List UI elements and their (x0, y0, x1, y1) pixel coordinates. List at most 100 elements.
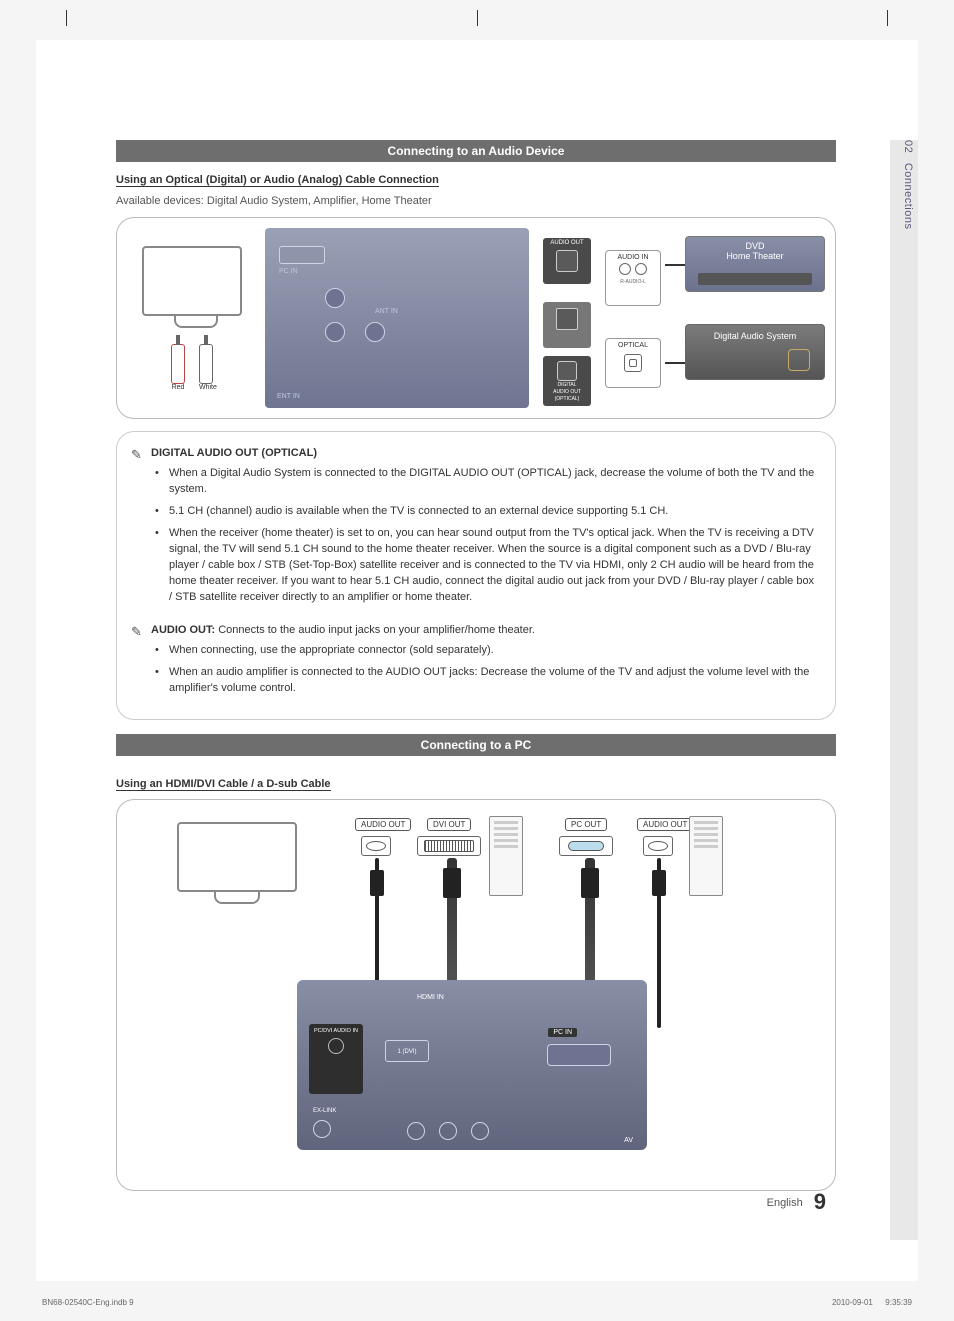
section-header-audio: Connecting to an Audio Device (116, 140, 836, 162)
subheading-audio: Using an Optical (Digital) or Audio (Ana… (116, 174, 439, 187)
jack-icon (619, 263, 631, 275)
dvi-port-icon (417, 836, 481, 856)
vga-port-icon (279, 246, 325, 264)
note-title-optical: DIGITAL AUDIO OUT (OPTICAL) (151, 447, 317, 459)
label-hdmi-in: HDMI IN (417, 994, 444, 1001)
dvd-home-theater: DVD Home Theater (685, 236, 825, 292)
digital-audio-out-card: DIGITAL AUDIO OUT (OPTICAL) (543, 356, 591, 406)
label-exlink: EX-LINK (313, 1108, 336, 1114)
label-digital: DIGITAL (543, 383, 591, 388)
label-das: Digital Audio System (686, 331, 824, 341)
rca-row (407, 1122, 489, 1140)
bullet: When an audio amplifier is connected to … (169, 665, 815, 697)
label-ant-in: ANT IN (375, 308, 398, 315)
io-jacks-column: AUDIO OUT DIGITAL AUDIO OUT (OPTICAL) (537, 228, 597, 408)
audio-jack-icon (361, 836, 391, 856)
tray-icon (698, 273, 812, 285)
rca-plug-white (199, 344, 213, 384)
bullet: When a Digital Audio System is connected… (169, 466, 815, 498)
label-audio-out: AUDIO OUT (637, 818, 693, 831)
optical-port-icon (624, 354, 642, 372)
audio-out-card: AUDIO OUT (543, 238, 591, 284)
pass-card (543, 302, 591, 348)
print-timestamp: 2010-09-01 9:35:39 (832, 1298, 912, 1307)
tv-back-panel: PC IN ANT IN ENT IN (265, 228, 529, 408)
jack-icon (635, 263, 647, 275)
label-audio-out: AUDIO OUT (355, 818, 411, 831)
note-icon: ✎ (131, 623, 142, 642)
pc-tower-icon (689, 816, 723, 896)
optical-mini: OPTICAL (605, 338, 661, 388)
section-header-pc: Connecting to a PC (116, 734, 836, 756)
label-audio-out-text: Connects to the audio input jacks on you… (215, 624, 535, 636)
pc-diagram: AUDIO OUT DVI OUT PC OUT AUDIO OUT (116, 799, 836, 1191)
external-devices: AUDIO IN R-AUDIO-L OPTICAL DVD Home Thea… (605, 228, 825, 408)
label-ent-in: ENT IN (277, 393, 300, 400)
label-av: AV (624, 1137, 633, 1144)
label-r-audio-l: R-AUDIO-L (606, 279, 660, 285)
jack-icon (325, 322, 345, 342)
dvi-slot: 1 (DVI) (385, 1040, 429, 1062)
chapter-number: 02 (902, 140, 914, 153)
audio-diagram: Red White PC IN ANT IN ENT IN AUDIO OUT (116, 217, 836, 419)
subheading-pc: Using an HDMI/DVI Cable / a D-sub Cable (116, 778, 331, 791)
display-icon (788, 349, 810, 371)
rca-plug-red (171, 344, 185, 384)
chapter-title: Connections (902, 163, 914, 230)
slot-icon (556, 308, 578, 330)
footer-lang: English (767, 1197, 803, 1209)
available-devices: Available devices: Digital Audio System,… (116, 195, 836, 207)
side-tab-bg (890, 140, 918, 1240)
jack-icon (313, 1120, 331, 1138)
audio-notes: ✎ DIGITAL AUDIO OUT (OPTICAL) When a Dig… (116, 431, 836, 720)
connector-icon (370, 870, 384, 896)
print-footer: BN68-02540C-Eng.indb 9 2010-09-01 9:35:3… (42, 1298, 912, 1307)
connector-icon (581, 868, 599, 898)
label-pcdvi-audio-in: PC/DVI AUDIO IN (309, 1028, 363, 1034)
print-file: BN68-02540C-Eng.indb 9 (42, 1298, 134, 1307)
vga-port-icon (547, 1044, 611, 1066)
label-pc-in: PC IN (548, 1028, 577, 1037)
label-audio-out2: AUDIO OUT (543, 390, 591, 395)
crop-mark (477, 10, 478, 26)
page-number: 9 (814, 1189, 826, 1214)
cable-icon (665, 362, 685, 364)
label-1-dvi: 1 (DVI) (397, 1049, 416, 1055)
audio-in-mini: AUDIO IN R-AUDIO-L (605, 250, 661, 306)
plug-label-red: Red (171, 384, 185, 391)
note-icon: ✎ (131, 446, 142, 465)
tv-back-panel: HDMI IN PC/DVI AUDIO IN 1 (DVI) EX-LINK … (297, 980, 647, 1150)
plug-label-white: White (199, 384, 213, 391)
jack-icon (325, 288, 345, 308)
vga-port-icon (559, 836, 613, 856)
cable-icon (665, 264, 685, 266)
pcdvi-audio-in-box: PC/DVI AUDIO IN (309, 1024, 363, 1094)
label-pc-in: PC IN (279, 268, 298, 275)
label-dvd: DVD (686, 241, 824, 251)
label-audio-out: AUDIO OUT (543, 240, 591, 246)
bullet: 5.1 CH (channel) audio is available when… (169, 504, 815, 520)
tv-illustration: Red White (127, 228, 257, 408)
optical-port-icon (557, 361, 577, 381)
label-audio-in: AUDIO IN (606, 254, 660, 261)
jack-icon (328, 1038, 344, 1054)
label-optical-mini: OPTICAL (606, 342, 660, 349)
chapter-tab: 02 Connections (902, 140, 914, 229)
label-audio-out-bold: AUDIO OUT: (151, 624, 215, 636)
pc-tower-icon (489, 816, 523, 896)
connector-icon (443, 868, 461, 898)
digital-audio-system: Digital Audio System (685, 324, 825, 380)
audio-jack-icon (643, 836, 673, 856)
bullet: When connecting, use the appropriate con… (169, 643, 815, 659)
connector-icon (652, 870, 666, 896)
bullet: When the receiver (home theater) is set … (169, 526, 815, 606)
page-footer: English 9 (767, 1189, 826, 1215)
tv-illustration (177, 822, 297, 912)
label-optical: (OPTICAL) (543, 397, 591, 402)
jack-icon (365, 322, 385, 342)
label-home-theater: Home Theater (686, 251, 824, 261)
jack-icon (556, 250, 578, 272)
label-pc-out: PC OUT (565, 818, 607, 831)
page: 02 Connections Connecting to an Audio De… (36, 40, 918, 1281)
label-dvi-out: DVI OUT (427, 818, 471, 831)
